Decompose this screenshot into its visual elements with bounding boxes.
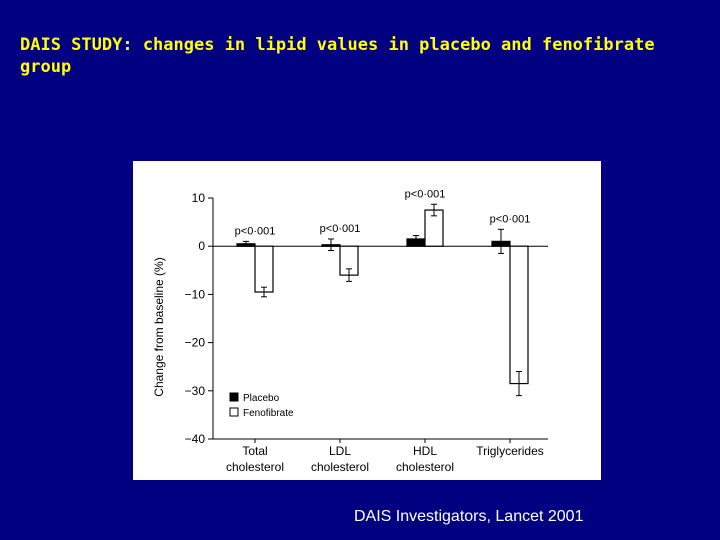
x-category-label: cholesterol xyxy=(311,460,369,474)
x-category-label: cholesterol xyxy=(396,460,454,474)
y-tick-label: 10 xyxy=(192,191,206,205)
slide-title: DAIS STUDY: changes in lipid values in p… xyxy=(20,35,655,77)
y-tick-label: −10 xyxy=(185,287,206,301)
p-value-annotation: p<0·001 xyxy=(235,225,276,237)
x-category-label: Triglycerides xyxy=(476,444,544,458)
fenofibrate-bar xyxy=(254,245,274,293)
x-category-label: LDL xyxy=(329,444,351,458)
y-tick-label: 0 xyxy=(198,239,205,253)
y-tick-label: −20 xyxy=(185,336,206,350)
legend-label: Fenofibrate xyxy=(243,408,294,419)
p-value-annotation: p<0·001 xyxy=(490,213,531,225)
y-axis-label: Change from baseline (%) xyxy=(152,257,166,396)
chart-panel: Change from baseline (%) 10 0 −10 −20 −30 −40… xyxy=(133,161,601,480)
p-value-annotation: p<0·001 xyxy=(405,188,446,200)
citation: DAIS Investigators, Lancet 2001 xyxy=(354,508,584,525)
legend-label: Placebo xyxy=(243,393,280,404)
y-tick-label: −30 xyxy=(185,384,206,398)
legend-swatch xyxy=(229,392,239,402)
lipid-change-bar-chart: Change from baseline (%) 10 0 −10 −20 −30 −40… xyxy=(152,188,548,474)
legend-swatch xyxy=(229,407,239,417)
fenofibrate-bar xyxy=(509,245,529,385)
x-category-label: cholesterol xyxy=(226,460,284,474)
x-category-label: HDL xyxy=(413,444,437,458)
y-tick-label: −40 xyxy=(185,432,206,446)
p-value-annotation: p<0·001 xyxy=(320,223,361,235)
x-category-label: Total xyxy=(242,444,267,458)
